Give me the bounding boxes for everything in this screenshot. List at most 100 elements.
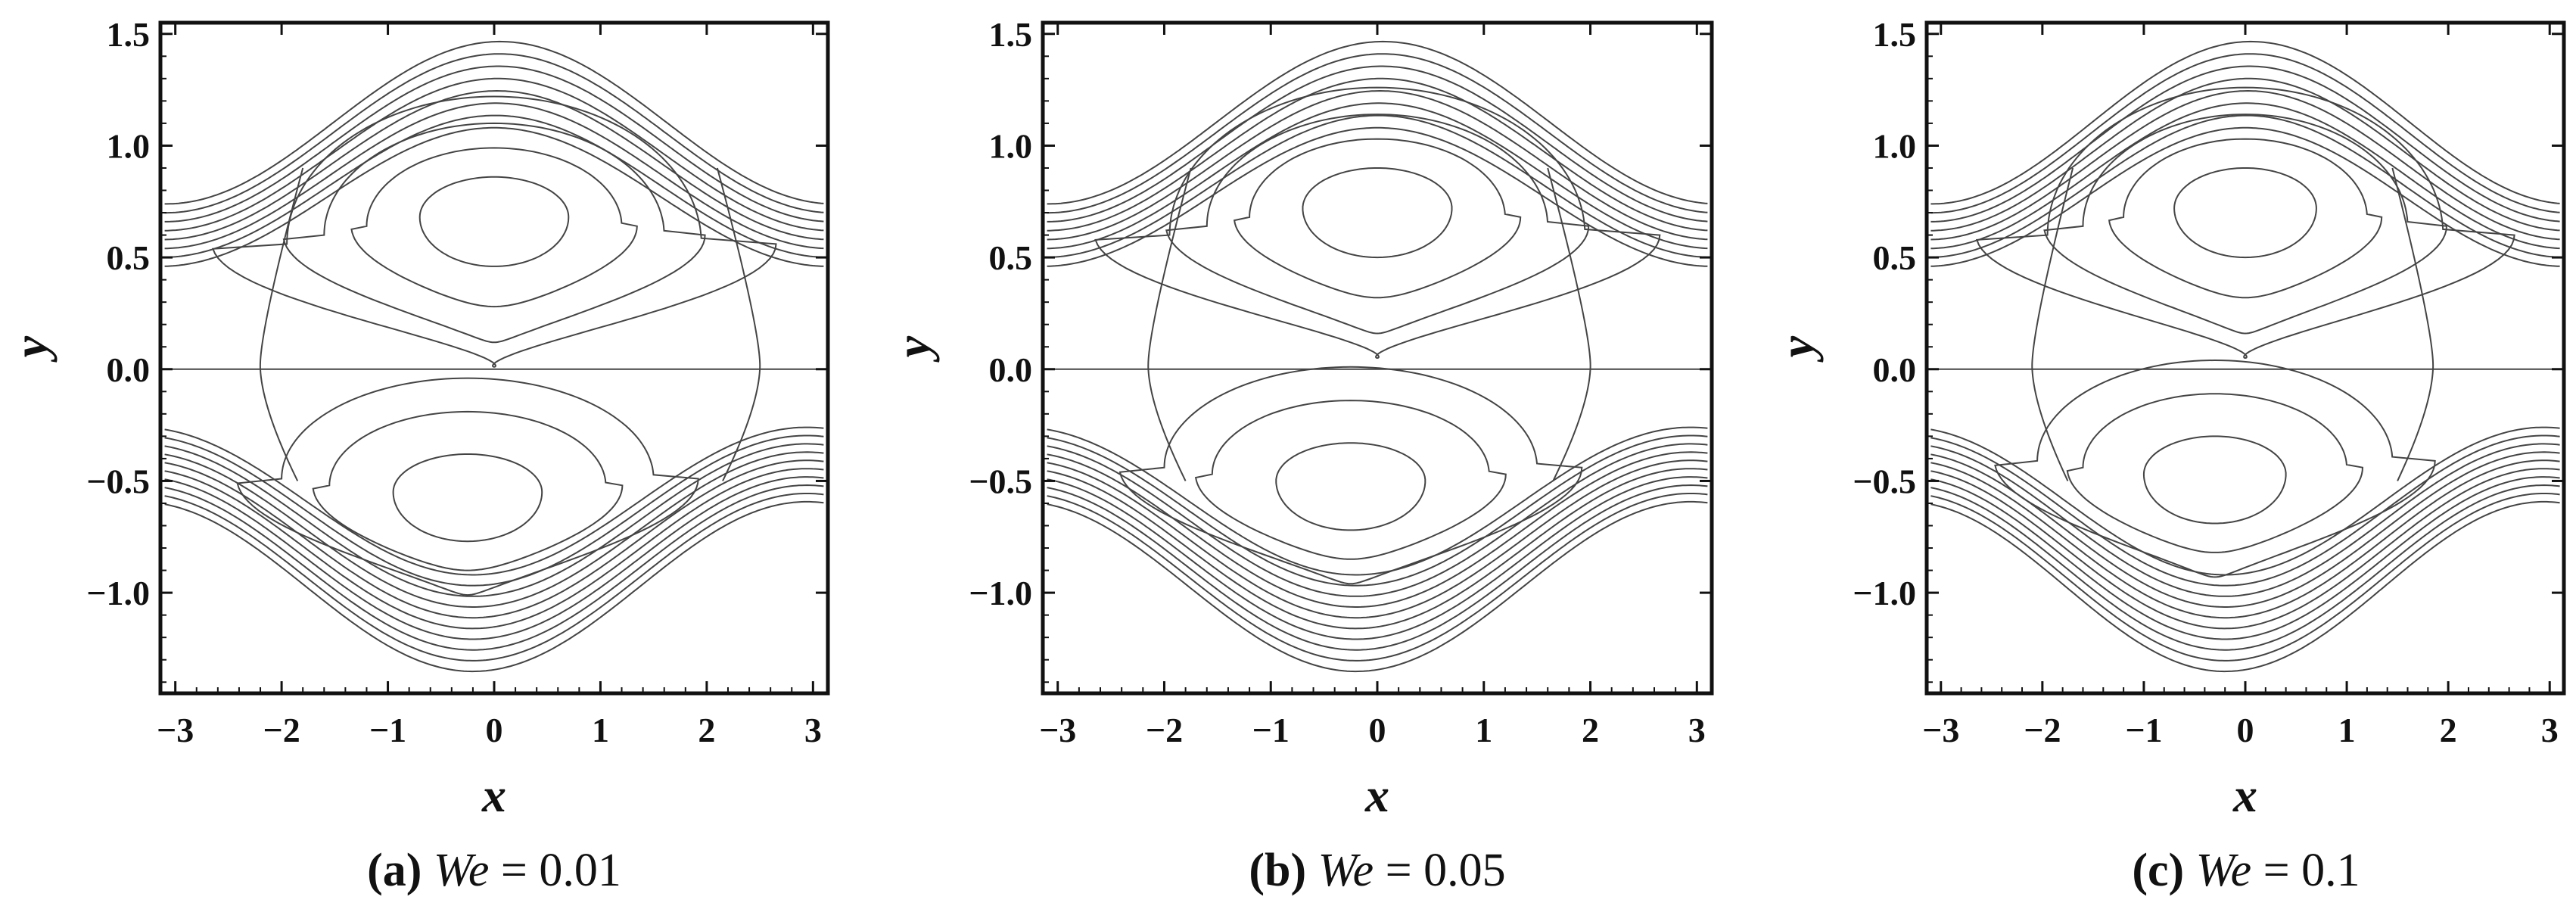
- streamline-21: [1975, 86, 2515, 360]
- x-tick-label: −1: [2125, 711, 2162, 749]
- streamline-18: [1302, 167, 1453, 259]
- streamline-2: [1047, 102, 1708, 250]
- x-tick-label: 3: [2541, 711, 2559, 749]
- y-axis-label: y: [4, 335, 58, 363]
- streamline-13: [1930, 468, 2560, 630]
- streamline-15: [164, 484, 824, 651]
- streamline-14: [1930, 476, 2560, 640]
- streamline-6: [1930, 53, 2560, 214]
- x-tick-label: −2: [263, 711, 300, 749]
- x-tick-label: 3: [804, 711, 822, 749]
- streamline-10: [1930, 443, 2560, 597]
- x-axis-label: x: [481, 768, 506, 822]
- streamline-12: [1930, 459, 2560, 619]
- streamline-10: [1047, 443, 1708, 597]
- y-tick-label: −0.5: [1853, 462, 1916, 500]
- streamline-14: [1047, 476, 1708, 640]
- x-tick-label: −1: [369, 711, 406, 749]
- x-tick-label: −3: [1922, 711, 1959, 749]
- streamline-16: [164, 493, 824, 662]
- streamline-26: [2031, 167, 2074, 481]
- streamline-16: [1047, 493, 1708, 662]
- x-tick-label: 0: [486, 711, 503, 749]
- streamline-8: [1047, 426, 1708, 576]
- streamline-11: [164, 451, 824, 608]
- y-axis-label: y: [886, 335, 940, 363]
- streamline-0: [164, 126, 824, 267]
- y-tick-label: 1.0: [989, 126, 1033, 165]
- caption-parameter: We: [2196, 845, 2251, 896]
- streamline-15: [1047, 484, 1708, 651]
- streamline-16: [1930, 493, 2560, 662]
- y-tick-label: 0.0: [107, 350, 151, 389]
- panel-caption: (c) We = 0.1: [2132, 845, 2360, 896]
- y-tick-label: −0.5: [969, 462, 1032, 500]
- y-tick-label: 1.0: [1873, 126, 1917, 165]
- streamline-24: [1118, 366, 1583, 585]
- y-tick-label: 0.5: [1873, 238, 1917, 277]
- streamline-12: [1047, 459, 1708, 619]
- streamline-23: [2066, 393, 2364, 553]
- streamline-17: [1047, 500, 1708, 673]
- streamline-15: [1930, 484, 2560, 651]
- streamline-21: [1094, 86, 1661, 360]
- streamline-19: [1233, 138, 1522, 299]
- streamline-11: [1047, 451, 1708, 608]
- streamline-3: [164, 89, 824, 241]
- y-tick-label: 0.0: [989, 350, 1033, 389]
- streamline-3: [1930, 89, 2560, 241]
- streamline-9: [1047, 434, 1708, 587]
- y-tick-label: −1.0: [969, 574, 1032, 612]
- x-tick-label: −2: [1146, 711, 1183, 749]
- streamline-8: [1930, 426, 2560, 576]
- streamline-13: [164, 468, 824, 630]
- streamline-1: [1930, 114, 2560, 259]
- streamline-17: [164, 500, 824, 673]
- streamline-12: [164, 459, 824, 619]
- streamline-1: [164, 114, 824, 259]
- streamline-6: [1047, 53, 1708, 214]
- streamline-23: [1194, 400, 1507, 560]
- streamline-5: [1930, 65, 2560, 223]
- y-tick-label: 1.5: [1873, 15, 1917, 54]
- y-tick-label: −1.0: [86, 574, 150, 612]
- caption-value: = 0.1: [2251, 845, 2360, 896]
- streamlines: [164, 40, 824, 673]
- streamline-5: [1047, 65, 1708, 223]
- streamline-17: [1930, 500, 2560, 673]
- streamline-4: [164, 77, 824, 232]
- streamline-13: [1047, 468, 1708, 630]
- streamline-2: [1930, 102, 2560, 250]
- streamline-7: [1930, 40, 2560, 205]
- x-axis-label: x: [2232, 768, 2257, 822]
- streamline-0: [1930, 126, 2560, 267]
- streamline-3: [1047, 89, 1708, 241]
- streamline-14: [164, 476, 824, 640]
- x-tick-label: 2: [698, 711, 715, 749]
- caption-letter: (b): [1249, 845, 1318, 896]
- y-tick-label: 1.5: [107, 15, 151, 54]
- streamline-26: [259, 167, 304, 481]
- streamline-19: [350, 147, 638, 308]
- panel-3: −3 −2 −1 0 1 2 3 1.5 1.0 0.5 0.0 −0.5 −1.0 x y (c) We =…: [1770, 15, 2566, 896]
- streamline-18: [2173, 167, 2317, 259]
- streamline-27: [1547, 167, 1591, 481]
- streamline-2: [164, 102, 824, 250]
- y-tick-label: −1.0: [1853, 574, 1916, 612]
- y-tick-label: 0.5: [989, 238, 1033, 277]
- streamlines: [1930, 40, 2560, 673]
- streamline-11: [1930, 451, 2560, 608]
- streamline-22: [1275, 442, 1426, 531]
- streamline-21: [211, 95, 777, 368]
- panel-2: −3 −2 −1 0 1 2 3 1.5 1.0 0.5 0.0 −0.5 −1.0 x y (b) We =…: [886, 15, 1714, 896]
- x-tick-label: 0: [2237, 711, 2254, 749]
- y-tick-label: −0.5: [86, 462, 150, 500]
- panel-1: −3 −2 −1 0 1 2 3 1.5 1.0 0.5 0.0 −0.5 −1.0 x y (a) We =…: [4, 15, 830, 896]
- streamline-4: [1930, 77, 2560, 232]
- streamline-18: [418, 176, 570, 267]
- caption-parameter: We: [1318, 845, 1374, 896]
- streamline-22: [2142, 435, 2287, 525]
- streamline-5: [164, 65, 824, 223]
- streamline-19: [2108, 138, 2383, 299]
